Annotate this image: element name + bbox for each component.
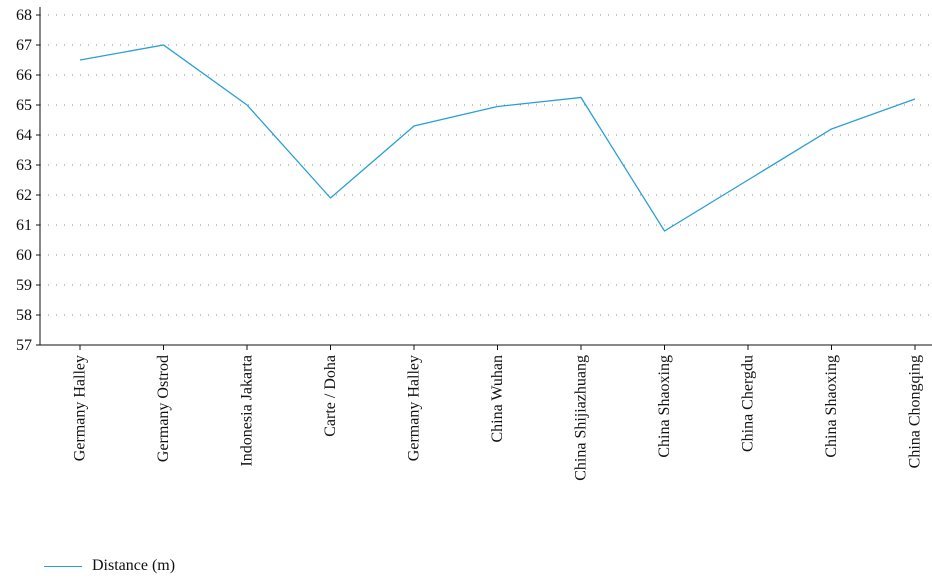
x-tick-label: China Chergdu: [740, 355, 757, 452]
x-tick-label: China Shijiazhuang: [573, 355, 590, 481]
y-tick-label: 61: [16, 217, 32, 234]
data-point: [663, 230, 665, 232]
data-point: [830, 128, 832, 130]
x-tick-label: Germany Halley: [406, 355, 423, 461]
y-tick-label: 65: [16, 97, 32, 114]
data-point: [496, 105, 498, 107]
data-point: [580, 96, 582, 98]
y-tick-label: 67: [16, 37, 32, 54]
legend-swatch: [44, 565, 82, 567]
x-tick-label: China Wuhan: [489, 355, 506, 443]
data-point: [747, 179, 749, 181]
y-tick-label: 59: [16, 277, 32, 294]
data-point: [79, 59, 81, 61]
data-point: [914, 98, 916, 100]
y-tick-label: 64: [16, 127, 32, 144]
y-tick-label: 63: [16, 157, 32, 174]
series-line: [79, 44, 916, 232]
x-tick-label: Indonesia Jakarta: [239, 355, 256, 467]
data-point: [162, 44, 164, 46]
series-group: [79, 44, 916, 232]
grid-lines: [40, 14, 932, 316]
legend-label: Distance (m): [92, 557, 176, 574]
data-point: [246, 104, 248, 106]
x-tick-label: China Shaoxing: [823, 355, 840, 458]
legend: Distance (m): [44, 555, 175, 577]
x-axis-ticks: Germany Halley Germany Ostrod Indonesia Ja…: [72, 345, 924, 481]
x-tick-label: China Chongqing: [907, 355, 924, 468]
data-point: [329, 197, 331, 199]
y-tick-label: 62: [16, 187, 32, 204]
y-axis-ticks: 57 58 59 60 61 62 63 64 65 66 67 68: [16, 7, 40, 354]
y-tick-label: 66: [16, 67, 32, 84]
y-tick-label: 58: [16, 307, 32, 324]
x-tick-label: Germany Halley: [72, 355, 89, 461]
x-tick-label: Carte / Doha: [322, 355, 339, 437]
axes: [39, 7, 932, 346]
x-tick-label: Germany Ostrod: [155, 355, 172, 462]
y-tick-label: 68: [16, 7, 32, 24]
y-tick-label: 57: [16, 337, 32, 354]
data-point: [413, 125, 415, 127]
y-tick-label: 60: [16, 247, 32, 264]
x-tick-label: China Shaoxing: [656, 355, 673, 458]
